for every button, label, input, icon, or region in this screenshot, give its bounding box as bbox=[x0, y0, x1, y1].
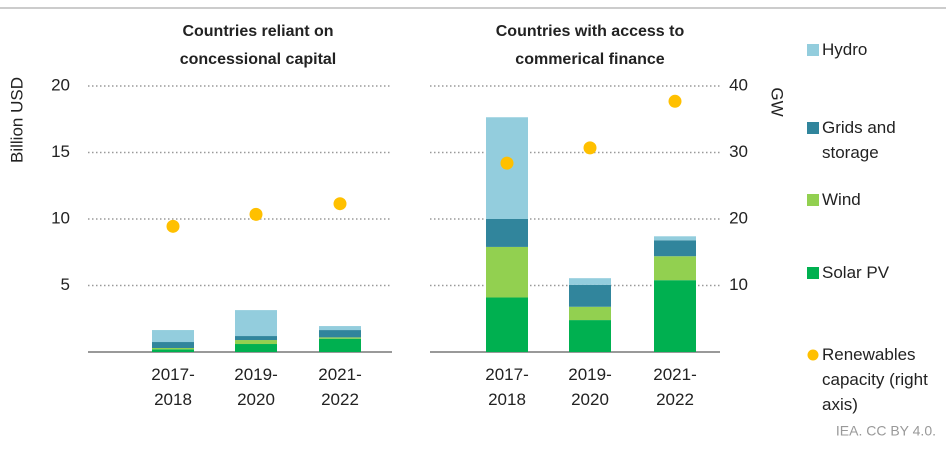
bar-segment bbox=[235, 340, 277, 345]
y2-tick-label: 20 bbox=[729, 208, 748, 227]
bar-segment bbox=[152, 330, 194, 343]
capacity-dot bbox=[249, 207, 263, 221]
bar-segment bbox=[569, 278, 611, 285]
bar-segment bbox=[152, 342, 194, 349]
y-tick-label: 10 bbox=[51, 208, 70, 227]
bar-segment bbox=[235, 344, 277, 352]
bar-segment bbox=[654, 256, 696, 281]
bar-segment bbox=[319, 337, 361, 339]
legend-label: Grids and storage bbox=[822, 118, 896, 162]
legend-swatch bbox=[807, 194, 819, 206]
x-tick-label: 2017- 2018 bbox=[151, 365, 195, 409]
bar-segment bbox=[654, 236, 696, 241]
x-tick-label: 2019- 2020 bbox=[234, 365, 278, 409]
panel-title: Countries reliant on concessional capita… bbox=[179, 23, 337, 68]
y-tick-label: 15 bbox=[51, 142, 70, 161]
x-tick-label: 2021- 2022 bbox=[653, 365, 697, 409]
legend-label: Solar PV bbox=[822, 263, 890, 282]
y2-tick-label: 10 bbox=[729, 275, 748, 294]
bar-segment bbox=[486, 297, 528, 352]
y-tick-label: 20 bbox=[51, 75, 70, 94]
bar-segment bbox=[654, 240, 696, 257]
y2-tick-label: 40 bbox=[729, 75, 748, 94]
bar-segment bbox=[152, 349, 194, 352]
legend-label: Hydro bbox=[822, 40, 868, 59]
legend-swatch bbox=[807, 122, 819, 134]
capacity-dot bbox=[668, 94, 682, 108]
x-tick-label: 2019- 2020 bbox=[568, 365, 612, 409]
bar-segment bbox=[319, 338, 361, 352]
bar-segment bbox=[569, 284, 611, 307]
capacity-dot bbox=[333, 197, 347, 211]
bar-segment bbox=[486, 219, 528, 247]
y-axis-label: Billion USD bbox=[7, 77, 26, 163]
bar-segment bbox=[486, 246, 528, 298]
x-tick-label: 2021- 2022 bbox=[318, 365, 362, 409]
capacity-dot bbox=[583, 141, 597, 155]
bar-segment bbox=[654, 280, 696, 352]
legend-label: Renewables capacity (right axis) bbox=[822, 345, 928, 414]
bar-segment bbox=[235, 310, 277, 337]
legend-swatch bbox=[807, 44, 819, 56]
bar-segment bbox=[319, 330, 361, 338]
legend-swatch bbox=[807, 349, 819, 361]
x-tick-label: 2017- 2018 bbox=[485, 365, 529, 409]
y-tick-label: 5 bbox=[61, 275, 70, 294]
bar-segment bbox=[235, 336, 277, 341]
capacity-dot bbox=[500, 156, 514, 170]
y2-tick-label: 30 bbox=[729, 142, 748, 161]
capacity-dot bbox=[166, 219, 180, 233]
bar-segment bbox=[319, 326, 361, 331]
panel-title: Countries with access to commerical fina… bbox=[495, 23, 685, 68]
bar-segment bbox=[569, 320, 611, 352]
legend-label: Wind bbox=[822, 190, 861, 209]
bar-segment bbox=[569, 306, 611, 321]
y2-axis-label: GW bbox=[768, 87, 787, 116]
source: IEA. CC BY 4.0. bbox=[836, 423, 936, 439]
bar-segment bbox=[152, 348, 194, 350]
legend-swatch bbox=[807, 267, 819, 279]
